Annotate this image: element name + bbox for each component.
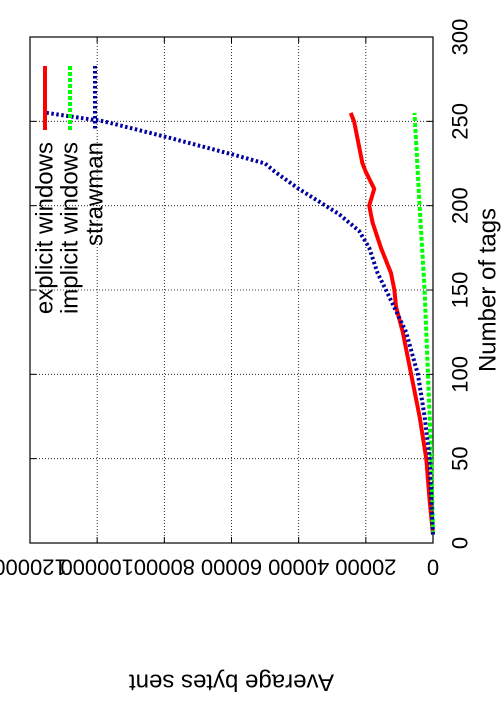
- y-tick-label: 60000: [201, 555, 262, 580]
- legend-label: strawman: [82, 142, 109, 246]
- legend-label: implicit windows: [57, 142, 84, 314]
- x-tick-label: 250: [448, 103, 473, 140]
- series-line-implicit-windows: [412, 112, 435, 535]
- y-tick-label: 0: [427, 555, 439, 580]
- x-tick-label: 200: [448, 187, 473, 224]
- plot-area: 0501001502002503000200004000060000800001…: [0, 19, 502, 696]
- y-tick-label: 40000: [268, 555, 329, 580]
- x-tick-label: 100: [448, 356, 473, 393]
- x-tick-label: 150: [448, 272, 473, 309]
- y-tick-label: 100000: [60, 555, 133, 580]
- series-line-explicit-windows: [348, 112, 435, 535]
- x-tick-label: 300: [448, 19, 473, 56]
- y-tick-label: 80000: [134, 555, 195, 580]
- x-axis-title: Number of tags: [475, 208, 502, 372]
- legend-label: explicit windows: [32, 142, 59, 314]
- x-tick-label: 0: [448, 537, 473, 549]
- y-tick-label: 120000: [0, 555, 67, 580]
- x-tick-label: 50: [448, 446, 473, 470]
- y-axis-title: Average bytes sent: [129, 669, 334, 696]
- series-line-strawman: [46, 110, 435, 535]
- y-tick-label: 20000: [335, 555, 396, 580]
